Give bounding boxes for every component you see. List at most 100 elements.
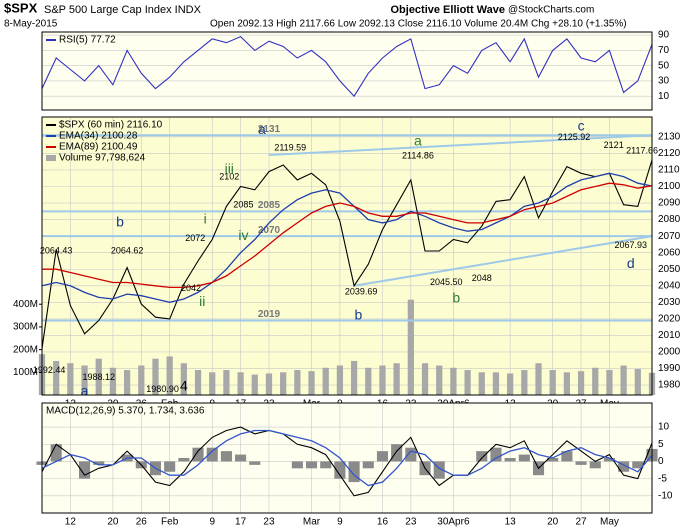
- volume-bar: [379, 365, 386, 395]
- histogram-bar: [249, 461, 261, 465]
- volume-bar: [152, 358, 159, 395]
- x-tick-label: 20: [547, 517, 559, 528]
- y-tick-label: 90: [658, 30, 670, 41]
- volume-bar: [237, 372, 244, 395]
- legend-label: Volume 97,798,624: [59, 153, 146, 164]
- histogram-bar: [362, 461, 374, 469]
- annotation: 2048: [472, 273, 492, 283]
- x-tick-label: 26: [136, 517, 148, 528]
- volume-bar: [535, 363, 542, 395]
- y-tick-label: 2040: [658, 280, 681, 291]
- y-tick-label: -10: [658, 490, 673, 501]
- annotation: 1992.44: [33, 365, 66, 375]
- annotation: a: [414, 133, 422, 149]
- histogram-bar: [589, 461, 601, 469]
- annotation: i: [204, 210, 207, 226]
- y-tick-label: 2060: [658, 247, 681, 258]
- y-tick-label: 2050: [658, 264, 681, 275]
- annotation: 2117.66: [626, 146, 658, 156]
- quote: Open 2092.13 High 2117.66 Low 2092.13 Cl…: [210, 19, 627, 30]
- y-tick-label: 10: [658, 422, 670, 433]
- histogram-bar: [235, 454, 247, 462]
- histogram-bar: [320, 461, 332, 469]
- annotation: ii: [199, 293, 205, 309]
- y-tick-label: 2090: [658, 198, 681, 209]
- level-label: 2070: [258, 225, 281, 236]
- histogram-bar: [220, 451, 232, 462]
- symbol: $SPX: [4, 0, 38, 15]
- series-line: [41, 35, 653, 98]
- y-tick-label: 2070: [658, 231, 681, 242]
- level-label: 2085: [258, 200, 281, 211]
- histogram-bar: [433, 461, 445, 479]
- volume-bar: [421, 363, 429, 395]
- histogram-bar: [334, 461, 346, 479]
- y-tick-label: 50: [658, 60, 670, 71]
- annotation: 2064.43: [40, 246, 73, 256]
- histogram-bar: [405, 447, 417, 462]
- level-label: 2019: [258, 309, 281, 320]
- annotation: iii: [225, 161, 234, 177]
- trendline: [353, 235, 653, 287]
- volume-bar: [194, 370, 202, 395]
- panel-title: MACD(12,26,9) 5.370, 1.734, 3.636: [46, 406, 205, 417]
- annotation: 2072: [185, 233, 205, 243]
- annotation: 2042: [181, 283, 201, 293]
- y-tick-label: 10: [658, 91, 670, 102]
- volume-bar: [464, 370, 471, 395]
- date: 8-May-2015: [4, 19, 58, 30]
- volume-bar: [577, 371, 585, 395]
- histogram-bar: [348, 461, 360, 483]
- volume-bar: [606, 370, 613, 395]
- x-tick-label: Feb: [161, 517, 179, 528]
- x-tick-label: Mar: [303, 517, 321, 528]
- annotation: b: [452, 290, 460, 306]
- y-tick-label: 1980: [658, 380, 681, 391]
- series-line: [41, 172, 653, 303]
- volume-bar: [563, 372, 571, 395]
- histogram-bar: [518, 454, 530, 462]
- histogram-bar: [376, 451, 389, 462]
- index-name: S&P 500 Large Cap Index INDX: [44, 4, 202, 16]
- volume-bar: [308, 371, 315, 395]
- volume-bar: [166, 356, 173, 395]
- legend-swatch: [46, 155, 56, 161]
- level-label: 2131: [258, 124, 281, 135]
- y-tick-label: 5: [658, 439, 664, 450]
- credit: @StockCharts.com: [508, 5, 594, 16]
- volume-tick-label: 100M: [13, 367, 38, 378]
- volume-bar: [53, 360, 60, 395]
- y-tick-label: 2110: [658, 165, 680, 176]
- volume-bar: [393, 363, 400, 395]
- volume-bar: [223, 370, 230, 395]
- y-tick-label: 2000: [658, 347, 681, 358]
- histogram-bar: [192, 447, 204, 462]
- annotation: 2114.86: [402, 150, 434, 160]
- panel-frame: [41, 116, 653, 396]
- annotation: 2119.59: [274, 142, 306, 152]
- y-tick-label: 2120: [658, 148, 681, 159]
- annotation: 2064.62: [111, 245, 144, 255]
- volume-bar: [507, 373, 514, 395]
- x-tick-label: 12: [65, 517, 77, 528]
- x-tick-label: 30Apr6: [437, 517, 470, 528]
- trendline: [268, 134, 653, 157]
- volume-bar: [322, 367, 329, 395]
- histogram-bar: [391, 444, 403, 462]
- annotation: 1980.90: [146, 384, 179, 394]
- histogram-bar: [93, 461, 105, 465]
- histogram-bar: [575, 461, 587, 465]
- annotation: 2085: [233, 200, 253, 210]
- annotation: 4: [180, 377, 188, 393]
- annotation: 2125.92: [558, 132, 591, 142]
- volume-bar: [95, 358, 102, 395]
- volume-bar: [67, 363, 74, 395]
- volume-bar: [251, 374, 258, 395]
- series-line: [42, 182, 653, 289]
- volume-bar: [336, 365, 344, 395]
- annotation: 2102: [219, 172, 239, 182]
- legend-label: RSI(5) 77.72: [59, 35, 116, 46]
- y-tick-label: 0: [658, 456, 664, 467]
- histogram-bar: [305, 461, 318, 469]
- volume-bar: [620, 365, 627, 395]
